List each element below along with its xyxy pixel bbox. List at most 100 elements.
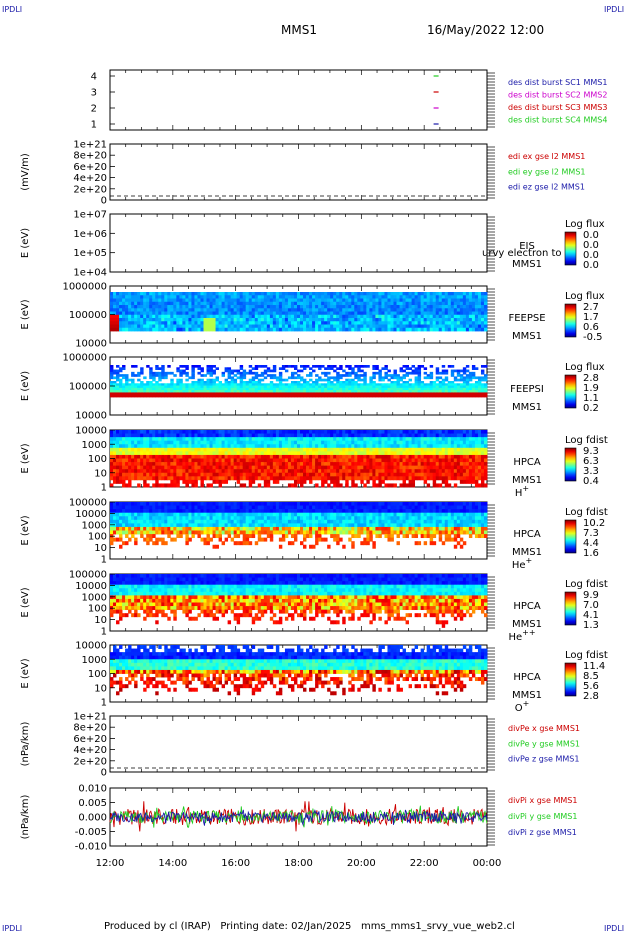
- hpca_h-cell: [287, 430, 292, 434]
- feepse-cell: [275, 311, 280, 316]
- hpca_h-cell: [381, 469, 385, 474]
- hpca_h-cell: [224, 462, 229, 467]
- hpca_h-cell: [110, 451, 114, 456]
- hpca_h-cell: [417, 465, 422, 470]
- hpca_h-cell: [396, 469, 400, 474]
- hpca_h-cell: [360, 472, 364, 477]
- hpca_h-cell: [284, 469, 289, 474]
- feepsi-cell: [140, 387, 144, 391]
- feepse-cell: [272, 292, 277, 296]
- feepsi-cell: [110, 367, 114, 370]
- hpca_h-cell: [191, 444, 195, 449]
- hpca_h-cell: [191, 437, 195, 442]
- feepse-cell: [149, 314, 153, 319]
- feepsi-cell: [239, 376, 244, 380]
- hpca_h-cell: [131, 433, 135, 438]
- feepse-cell: [381, 298, 385, 303]
- feepse-cell: [221, 305, 226, 309]
- hpca_h-cell: [161, 451, 165, 456]
- feepsi-cell: [471, 392, 476, 396]
- hpca_h-cell: [414, 451, 419, 456]
- feepse-cell: [191, 311, 195, 316]
- hpca_h-cell: [173, 483, 177, 488]
- hpca_h-cell: [194, 479, 198, 484]
- feepsi-cell: [435, 367, 440, 370]
- feepse-cell: [146, 308, 150, 312]
- feepsi-cell: [131, 385, 135, 389]
- hpca_h-cell: [315, 454, 319, 459]
- feepsi-cell: [351, 394, 355, 398]
- feepse-cell: [278, 292, 283, 296]
- hpca_h-cell: [149, 437, 153, 442]
- feepse-cell: [303, 318, 307, 322]
- hpca_h-cell: [215, 447, 219, 452]
- hpca_h-cell: [281, 469, 286, 474]
- hpca_h-cell: [203, 454, 207, 459]
- feepsi-cell: [303, 390, 307, 393]
- feepse-cell: [330, 295, 334, 299]
- feepse-cell: [122, 308, 126, 312]
- feepsi-cell: [420, 394, 425, 398]
- hpca_h-cell: [278, 444, 283, 449]
- feepse-cell: [218, 318, 222, 322]
- feepse-cell: [471, 305, 476, 309]
- hpca_h-cell: [378, 451, 382, 456]
- hpca_h-cell: [116, 447, 120, 452]
- feepsi-cell: [170, 381, 174, 384]
- hpca_h-cell: [218, 433, 222, 438]
- feepsi-cell: [372, 387, 376, 391]
- feepsi-cell: [336, 385, 340, 389]
- feepsi-cell: [281, 365, 286, 368]
- feepsi-cell: [221, 371, 226, 375]
- feepse-cell: [381, 324, 385, 329]
- feepse-cell: [251, 305, 256, 309]
- hpca_h-cell: [161, 469, 165, 474]
- feepse-cell: [327, 318, 331, 322]
- feepse-cell: [411, 314, 416, 319]
- feepse-cell: [354, 324, 358, 329]
- hpca_h-cell: [420, 472, 425, 477]
- hpca_h-cell: [378, 437, 382, 442]
- feepsi-cell: [200, 390, 204, 393]
- hpca_h-cell: [300, 476, 304, 481]
- feepsi-cell: [432, 385, 437, 389]
- hpca_h-cell: [375, 476, 379, 481]
- panel-frame-1: [109, 143, 488, 201]
- hpca_h-cell: [188, 469, 192, 474]
- feepse-cell: [194, 327, 198, 332]
- feepse-cell: [315, 324, 319, 329]
- hpca_h-cell: [432, 430, 437, 434]
- hpca_h-cell: [173, 444, 177, 449]
- feepse-cell: [345, 292, 349, 296]
- feepsi-cell: [284, 385, 289, 389]
- feepsi-cell: [423, 367, 428, 370]
- feepse-cell: [263, 327, 268, 332]
- hpca_h-cell: [218, 444, 222, 449]
- hpca_h-cell: [275, 430, 280, 434]
- feepsi-cell: [459, 369, 464, 373]
- feepse-cell: [149, 295, 153, 299]
- feepsi-cell: [164, 371, 168, 375]
- feepsi-cell: [134, 394, 138, 398]
- hpca_h-cell: [330, 430, 334, 434]
- feepsi-cell: [155, 385, 159, 389]
- feepse-cell: [188, 308, 192, 312]
- hpca_h-cell: [266, 476, 271, 481]
- feepse-cell: [336, 295, 340, 299]
- feepsi-cell: [128, 392, 132, 396]
- feepsi-cell: [110, 383, 114, 386]
- hpca_h-cell: [345, 444, 349, 449]
- feepsi-cell: [480, 376, 485, 380]
- hpca_h-cell: [351, 430, 355, 434]
- hpca_h-cell: [149, 462, 153, 467]
- feepse-cell: [321, 327, 325, 332]
- hpca_h-cell: [272, 476, 277, 481]
- feepse-cell: [164, 295, 168, 299]
- feepsi-cell: [471, 376, 476, 380]
- feepsi-cell: [137, 387, 141, 391]
- feepsi-cell: [227, 387, 232, 391]
- hpca_h-cell: [296, 469, 301, 474]
- feepse-cell: [197, 311, 201, 316]
- feepsi-cell: [200, 383, 204, 386]
- feepse-cell: [372, 301, 376, 306]
